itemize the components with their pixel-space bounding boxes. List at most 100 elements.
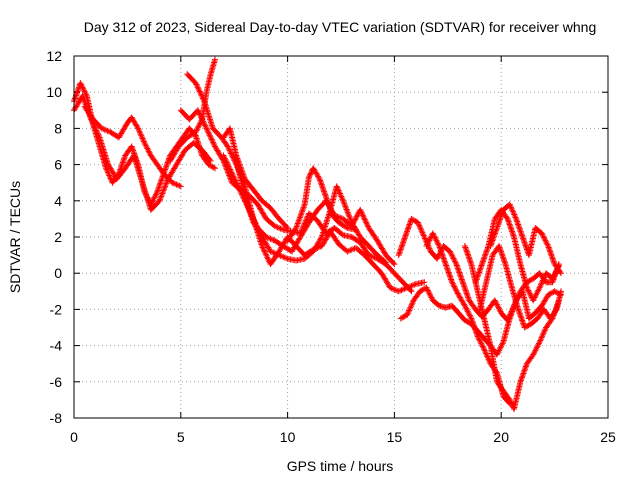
data-point xyxy=(209,137,216,144)
data-point xyxy=(417,288,424,295)
data-point xyxy=(92,124,99,131)
data-point xyxy=(485,356,492,363)
data-point xyxy=(283,223,290,230)
data-point xyxy=(486,357,493,364)
data-point xyxy=(244,203,251,210)
data-point xyxy=(416,222,423,229)
data-point xyxy=(202,122,209,129)
data-point xyxy=(433,237,440,244)
data-point xyxy=(363,220,370,227)
data-point xyxy=(201,121,208,128)
data-point xyxy=(426,245,433,252)
data-point xyxy=(207,157,214,164)
data-point xyxy=(407,283,414,290)
data-point xyxy=(271,223,278,230)
data-point xyxy=(477,339,484,346)
data-point xyxy=(192,129,199,136)
data-point xyxy=(431,234,438,241)
data-point xyxy=(162,181,169,188)
data-point xyxy=(231,176,238,183)
data-point xyxy=(344,248,351,255)
data-point xyxy=(294,222,301,229)
data-point xyxy=(448,251,455,258)
data-point xyxy=(138,134,145,141)
data-point xyxy=(535,340,542,347)
data-point xyxy=(231,174,238,181)
data-point xyxy=(391,261,398,268)
data-point xyxy=(535,286,542,293)
data-point xyxy=(392,287,399,294)
chart-title: Day 312 of 2023, Sidereal Day-to-day VTE… xyxy=(84,19,597,35)
data-point xyxy=(233,154,240,161)
data-point xyxy=(357,206,364,213)
data-point xyxy=(80,87,87,94)
data-point xyxy=(543,240,550,247)
data-point xyxy=(512,214,519,221)
series-track-15 xyxy=(472,206,562,304)
data-point xyxy=(143,144,150,151)
data-point xyxy=(540,330,547,337)
data-point xyxy=(494,302,501,309)
data-point xyxy=(395,288,402,295)
data-point xyxy=(262,251,269,258)
data-point xyxy=(479,343,486,350)
data-point xyxy=(221,153,228,160)
data-point xyxy=(557,268,564,275)
data-point xyxy=(140,138,147,145)
data-point xyxy=(451,284,458,291)
data-point xyxy=(229,172,236,179)
data-point xyxy=(264,254,271,261)
data-point xyxy=(152,191,159,198)
data-point xyxy=(388,285,395,292)
data-point xyxy=(429,230,436,237)
data-point xyxy=(206,162,213,169)
data-point xyxy=(158,193,165,200)
data-point xyxy=(197,112,204,119)
data-point xyxy=(408,215,415,222)
data-point xyxy=(297,211,304,218)
data-point xyxy=(229,170,236,177)
data-point xyxy=(345,210,352,217)
data-point xyxy=(79,84,86,91)
data-point xyxy=(408,301,415,308)
data-point xyxy=(530,295,537,302)
data-point xyxy=(382,259,389,266)
data-point xyxy=(241,194,248,201)
data-point xyxy=(292,226,299,233)
data-point xyxy=(536,338,543,345)
data-point xyxy=(389,285,396,292)
y-tick-label: -4 xyxy=(50,338,63,354)
data-point xyxy=(397,315,404,322)
data-point xyxy=(525,287,532,294)
data-point xyxy=(481,346,488,353)
data-point xyxy=(537,337,544,344)
data-point xyxy=(151,194,158,201)
data-point xyxy=(235,158,242,165)
data-point xyxy=(499,340,506,347)
data-point xyxy=(141,139,148,146)
data-point xyxy=(227,166,234,173)
data-point xyxy=(346,213,353,220)
data-point xyxy=(340,199,347,206)
data-point xyxy=(206,130,213,137)
data-point xyxy=(159,189,166,196)
data-point xyxy=(230,173,237,180)
data-point xyxy=(424,286,431,293)
data-point xyxy=(465,309,472,316)
data-point xyxy=(248,213,255,220)
data-point xyxy=(297,213,304,220)
data-point xyxy=(492,298,499,305)
data-point xyxy=(493,301,500,308)
data-point xyxy=(100,126,107,133)
data-point xyxy=(259,244,266,251)
data-point xyxy=(335,186,342,193)
data-point xyxy=(299,207,306,214)
data-point xyxy=(530,297,537,304)
data-point xyxy=(273,223,280,230)
data-point xyxy=(258,243,265,250)
data-point xyxy=(404,311,411,318)
data-point xyxy=(278,253,285,260)
data-point xyxy=(240,171,247,178)
data-point xyxy=(449,280,456,287)
data-point xyxy=(543,238,550,245)
